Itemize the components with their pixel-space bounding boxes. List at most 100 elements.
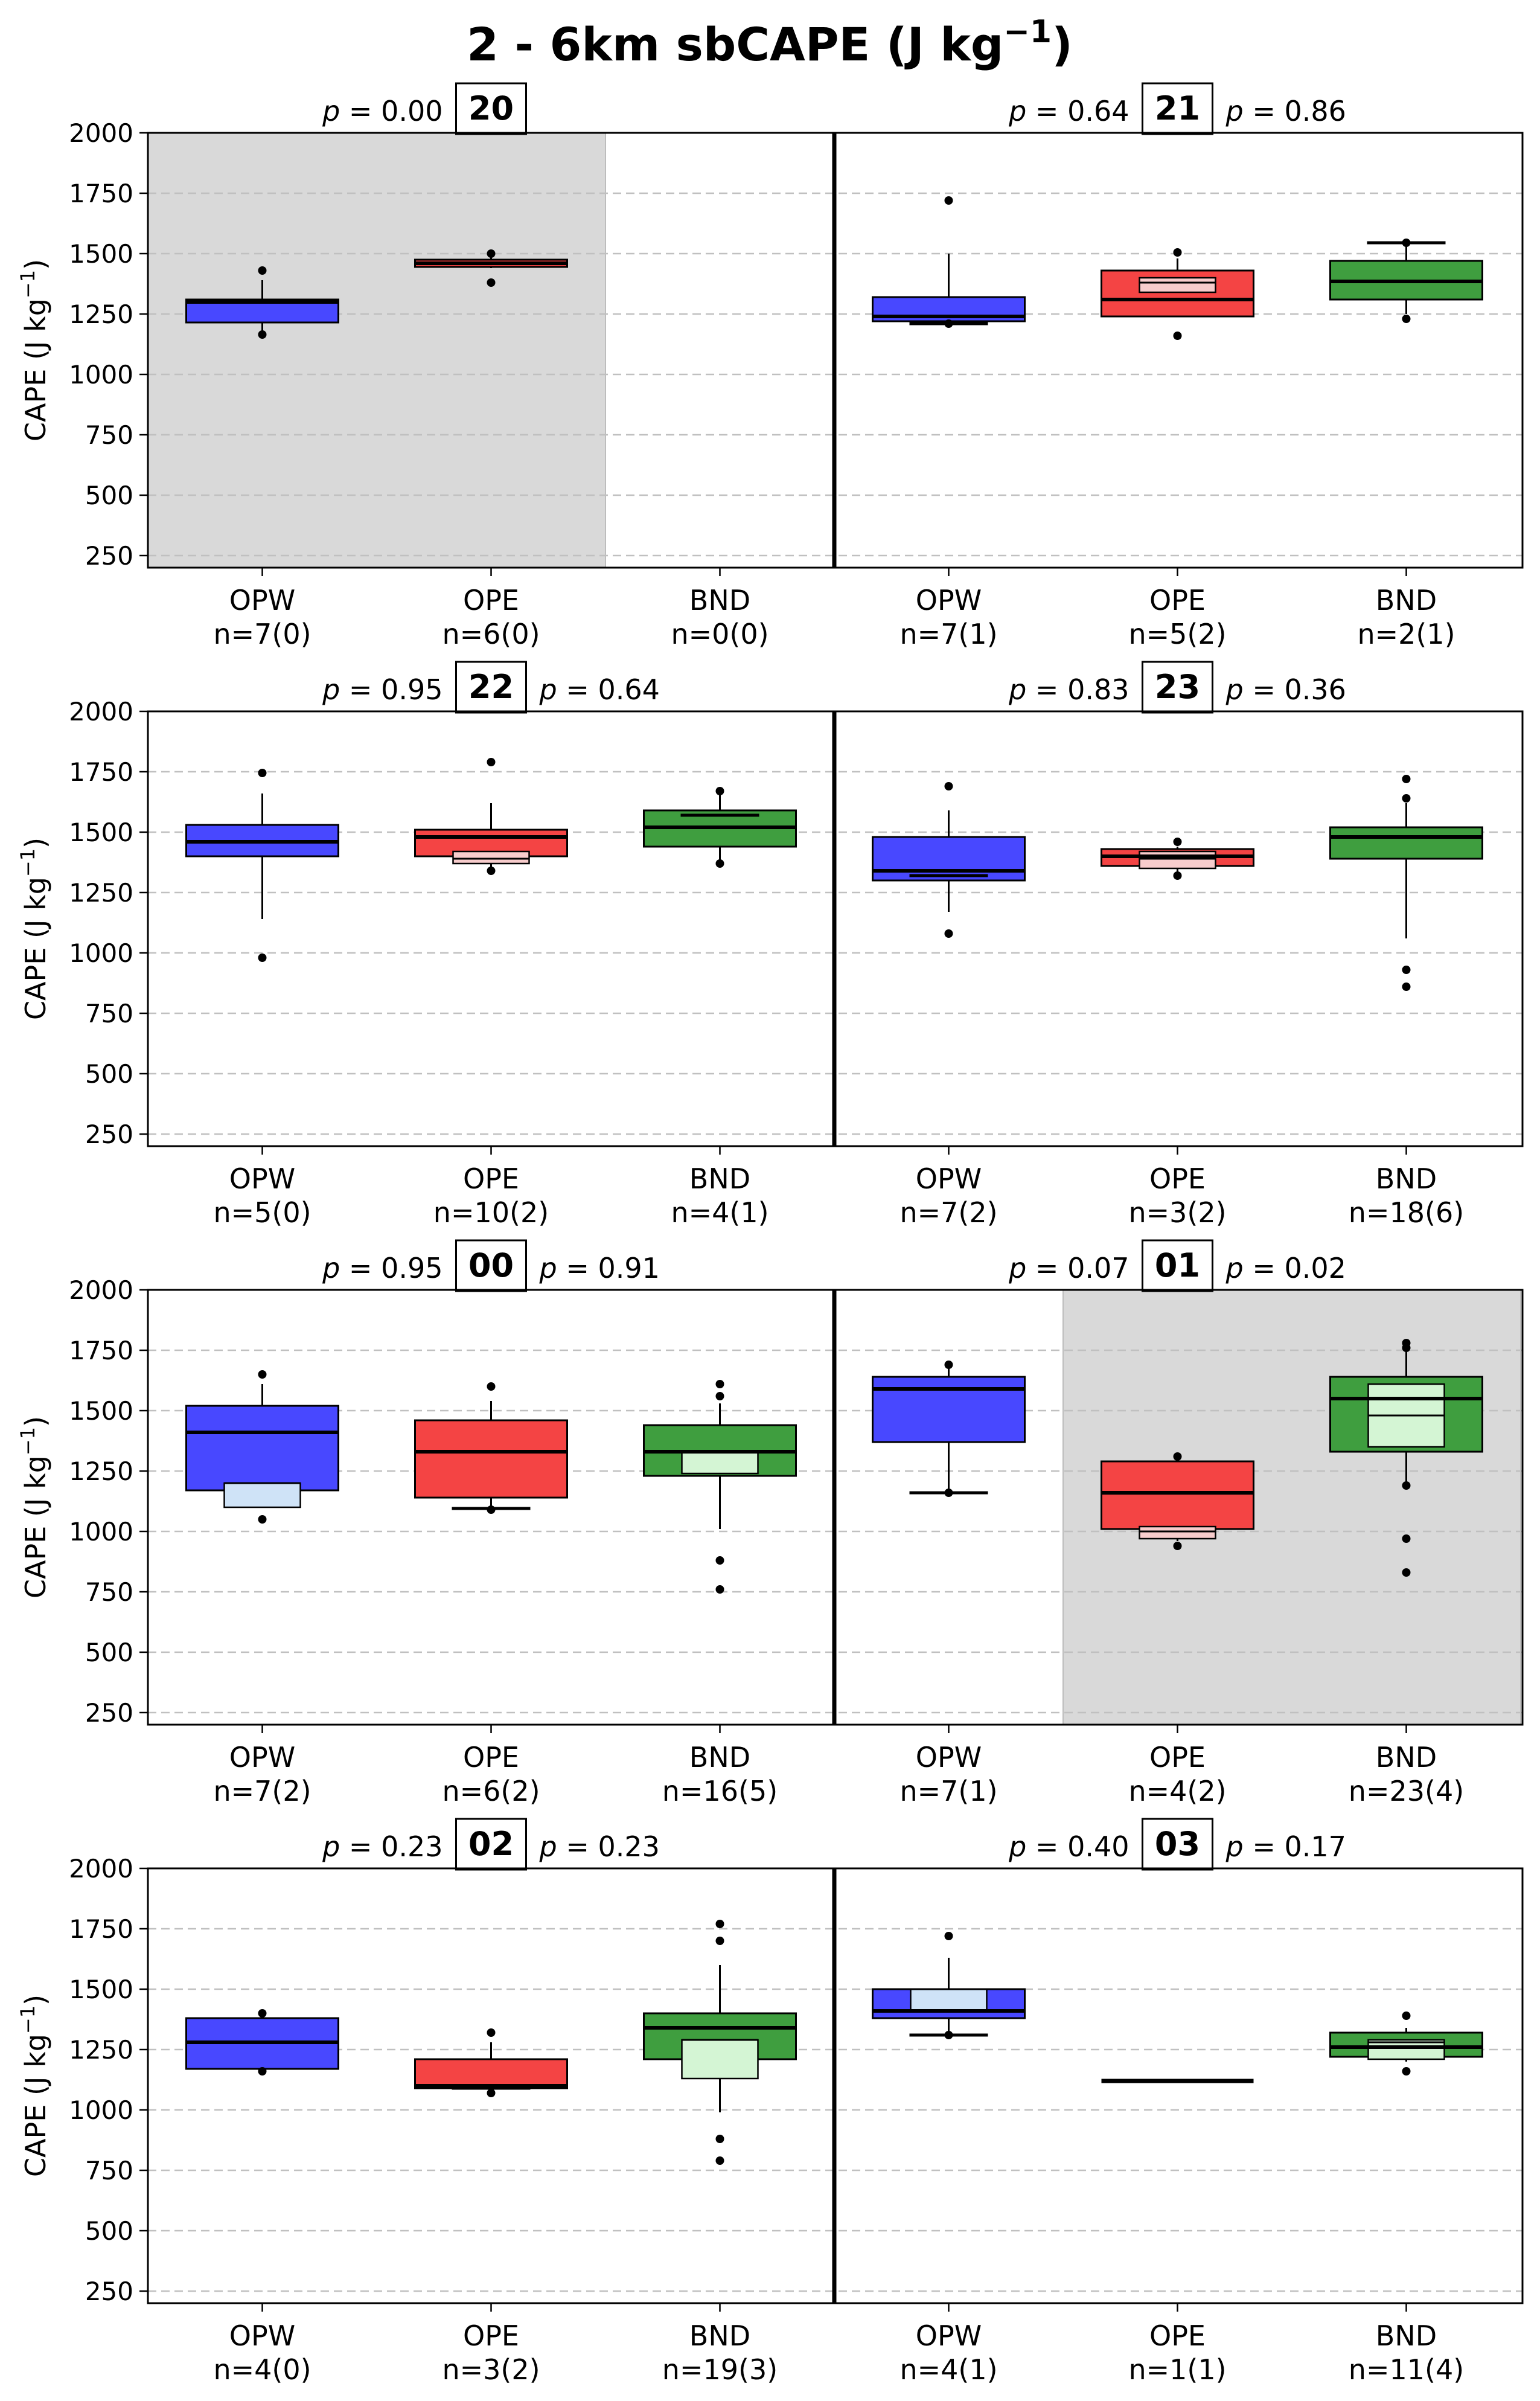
- y-tick-label: 1500: [69, 1975, 133, 2004]
- sample-count-label: n=10(2): [433, 1196, 549, 1229]
- subset-box: [223, 1482, 301, 1508]
- panel-row-2: 250 500 750 1000 1250 1500 1750 2000 CAPE (J kg−…: [16, 1239, 1524, 1807]
- x-category-label: BND: [689, 2319, 750, 2352]
- sample-count-label: n=3(2): [442, 2353, 540, 2386]
- y-tick-label: 250: [85, 541, 133, 571]
- x-category-label: OPW: [229, 584, 295, 617]
- outlier-point: [487, 1382, 496, 1391]
- x-category-label: OPW: [916, 584, 982, 617]
- y-tick-label: 250: [85, 1120, 133, 1149]
- outlier-point: [487, 2028, 496, 2037]
- x-category-label: OPW: [916, 1741, 982, 1774]
- sample-count-label: n=4(0): [213, 2353, 311, 2386]
- x-category-label: OPE: [463, 2319, 519, 2352]
- y-axis-label: CAPE (J kg−1): [16, 1995, 52, 2177]
- y-tick-label: 750: [85, 1577, 133, 1607]
- hour-label: 21: [1155, 89, 1200, 127]
- outlier-point: [944, 1361, 953, 1369]
- p-value-left: p = 0.95: [322, 1252, 443, 1284]
- main-box: [185, 1405, 339, 1492]
- outlier-point: [715, 1585, 724, 1594]
- sample-count-label: n=19(3): [662, 2353, 778, 2386]
- hour-label-box: [1142, 1239, 1213, 1292]
- outlier-point: [715, 2135, 724, 2143]
- panel-row-0: 250 500 750 1000 1250 1500 1750 2000 CAPE (J kg−…: [16, 82, 1524, 650]
- y-tick-label: 1750: [69, 179, 133, 208]
- x-category-label: OPW: [916, 2319, 982, 2352]
- y-tick-label: 500: [85, 2216, 133, 2246]
- y-tick-label: 750: [85, 420, 133, 450]
- subset-box: [681, 2039, 759, 2080]
- outlier-point: [1402, 966, 1411, 974]
- sample-count-label: n=6(0): [442, 618, 540, 650]
- y-axis-label: CAPE (J kg−1): [16, 259, 52, 441]
- y-tick-label: 250: [85, 2277, 133, 2306]
- sample-count-label: n=7(0): [213, 618, 311, 650]
- hour-label-box: [455, 82, 527, 135]
- outlier-point: [1402, 2067, 1411, 2076]
- p-value-left: p = 0.07: [1008, 1252, 1129, 1284]
- outlier-point: [258, 769, 267, 777]
- outlier-point: [715, 1380, 724, 1388]
- p-value-left: p = 0.23: [322, 1830, 443, 1863]
- p-value-right: p = 0.36: [1225, 673, 1346, 706]
- outlier-point: [944, 782, 953, 790]
- y-tick-label: 1250: [69, 1457, 133, 1486]
- p-value-right: p = 0.64: [539, 673, 660, 706]
- hour-label-box: [1142, 1818, 1213, 1871]
- y-axis-label: CAPE (J kg−1): [16, 838, 52, 1020]
- x-category-label: BND: [689, 584, 750, 617]
- y-tick-label: 2000: [69, 1854, 133, 1883]
- hour-label: 02: [468, 1825, 514, 1863]
- y-tick-label: 500: [85, 1638, 133, 1667]
- main-box: [1329, 826, 1483, 860]
- outlier-point: [944, 2031, 953, 2039]
- x-category-label: OPE: [1149, 1162, 1206, 1195]
- x-category-label: OPE: [463, 1741, 519, 1774]
- p-value-left: p = 0.95: [322, 673, 443, 706]
- sample-count-label: n=4(2): [1128, 1775, 1226, 1807]
- main-box: [1101, 1460, 1254, 1530]
- outlier-point: [1402, 775, 1411, 783]
- x-category-label: OPW: [229, 2319, 295, 2352]
- p-value-left: p = 0.40: [1008, 1830, 1129, 1863]
- x-category-label: OPE: [463, 1162, 519, 1195]
- main-box: [414, 2058, 568, 2089]
- y-tick-label: 2000: [69, 118, 133, 148]
- x-category-label: OPE: [1149, 2319, 1206, 2352]
- y-tick-label: 1000: [69, 360, 133, 389]
- outlier-point: [715, 859, 724, 868]
- outlier-point: [1173, 838, 1182, 846]
- p-value-left: p = 0.00: [322, 95, 443, 127]
- outlier-point: [487, 278, 496, 287]
- hour-label: 20: [468, 89, 514, 127]
- outlier-point: [258, 954, 267, 962]
- x-category-label: BND: [1376, 1741, 1437, 1774]
- sample-count-label: n=7(1): [899, 618, 997, 650]
- sample-count-label: n=4(1): [671, 1196, 768, 1229]
- hour-label: 22: [468, 668, 514, 706]
- main-box: [414, 1419, 568, 1499]
- sample-count-label: n=6(2): [442, 1775, 540, 1807]
- outlier-point: [715, 2156, 724, 2165]
- x-category-label: BND: [1376, 1162, 1437, 1195]
- x-category-label: BND: [689, 1741, 750, 1774]
- subset-box: [910, 1988, 988, 2012]
- figure-title: 2 - 6km sbCAPE (J kg−1): [467, 14, 1073, 71]
- x-category-label: OPE: [1149, 1741, 1206, 1774]
- p-value-right: p = 0.02: [1225, 1252, 1346, 1284]
- sample-count-label: n=0(0): [671, 618, 768, 650]
- outlier-point: [1402, 315, 1411, 323]
- subset-box: [681, 1451, 759, 1475]
